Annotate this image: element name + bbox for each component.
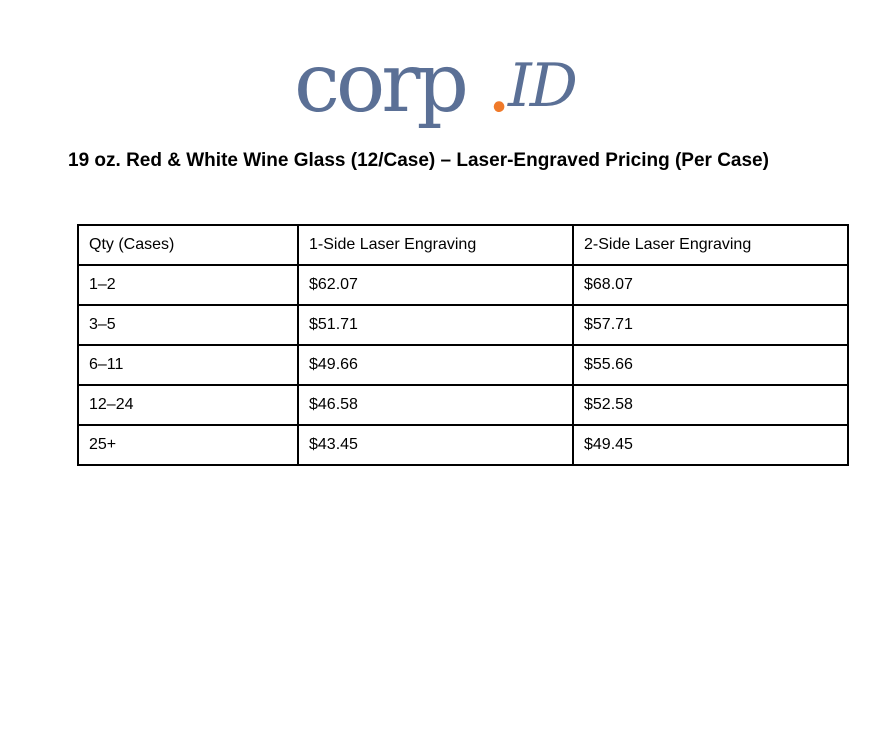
- cell: $43.45: [297, 424, 574, 466]
- cell: $62.07: [297, 264, 574, 306]
- cell: 2-Side Laser Engraving: [572, 224, 849, 266]
- cell: 6–11: [77, 344, 299, 386]
- cell: 1–2: [77, 264, 299, 306]
- logo: corp . ID: [290, 36, 590, 140]
- logo-text: corp: [294, 36, 469, 131]
- logo-dot: .: [486, 36, 513, 131]
- pricing-table: Qty (Cases) 1-Side Laser Engraving 2-Side …: [77, 224, 849, 466]
- cell: $51.71: [297, 304, 574, 346]
- cell: $46.58: [297, 384, 574, 426]
- cell: Qty (Cases): [77, 224, 299, 266]
- table-row: 1–2 $62.07 $68.07: [77, 264, 849, 306]
- header-row: Qty (Cases) 1-Side Laser Engraving 2-Side …: [77, 224, 849, 266]
- cell: 1-Side Laser Engraving: [297, 224, 574, 266]
- cell: $55.66: [572, 344, 849, 386]
- table-row: 3–5 $51.71 $57.71: [77, 304, 849, 346]
- title: 19 oz. Red & White Wine Glass (12/Case) …: [68, 150, 769, 171]
- cell: $49.45: [572, 424, 849, 466]
- cell: $68.07: [572, 264, 849, 306]
- cell: 25+: [77, 424, 299, 466]
- cell: $49.66: [297, 344, 574, 386]
- cell: 3–5: [77, 304, 299, 346]
- cell: $52.58: [572, 384, 849, 426]
- table-row: 25+ $43.45 $49.45: [77, 424, 849, 466]
- cell: 12–24: [77, 384, 299, 426]
- table-row: 12–24 $46.58 $52.58: [77, 384, 849, 426]
- logo-script: ID: [508, 51, 578, 121]
- table-row: 6–11 $49.66 $55.66: [77, 344, 849, 386]
- cell: $57.71: [572, 304, 849, 346]
